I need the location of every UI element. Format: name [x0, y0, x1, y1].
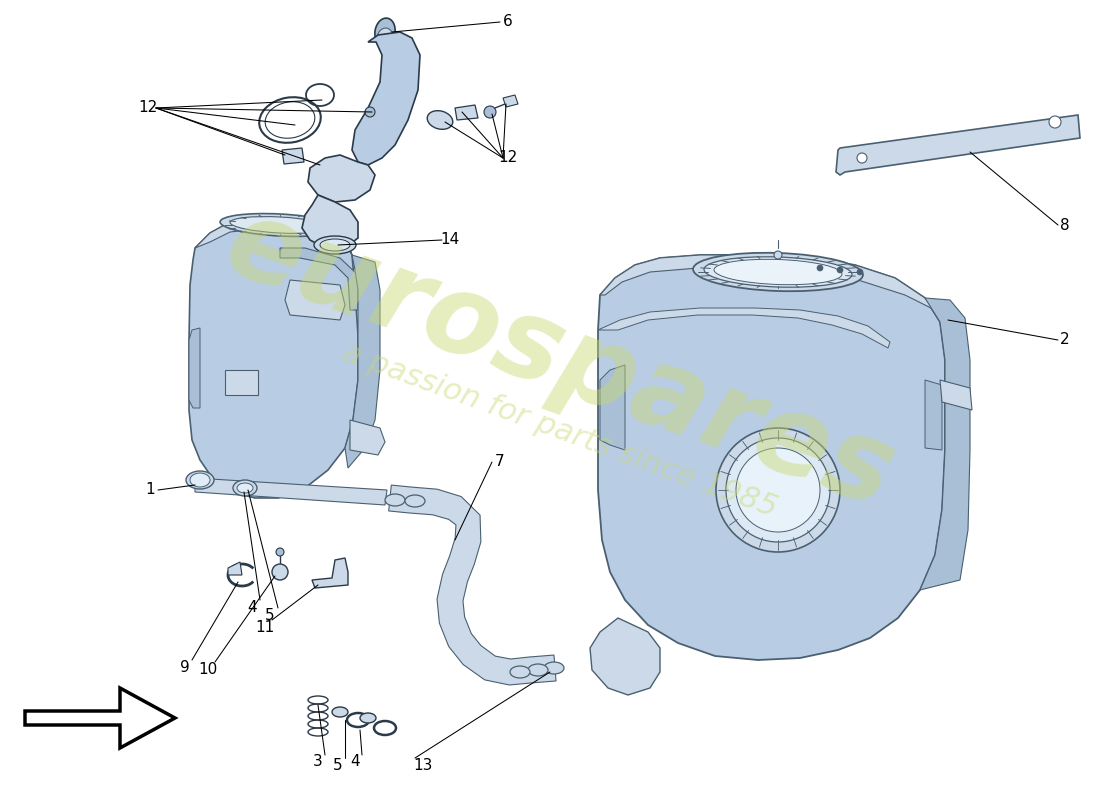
- Ellipse shape: [704, 257, 852, 287]
- Polygon shape: [503, 95, 518, 107]
- Polygon shape: [836, 115, 1080, 175]
- Ellipse shape: [714, 259, 842, 285]
- Circle shape: [857, 269, 864, 275]
- Polygon shape: [285, 280, 345, 320]
- Polygon shape: [940, 380, 972, 410]
- Polygon shape: [228, 562, 242, 575]
- Polygon shape: [600, 365, 625, 450]
- Ellipse shape: [375, 18, 395, 46]
- Polygon shape: [920, 298, 970, 590]
- Ellipse shape: [314, 236, 356, 254]
- Circle shape: [837, 267, 843, 273]
- Ellipse shape: [320, 239, 350, 251]
- Polygon shape: [25, 688, 175, 748]
- Text: a passion for parts since 1985: a passion for parts since 1985: [339, 338, 782, 522]
- Polygon shape: [925, 380, 942, 450]
- Polygon shape: [598, 255, 945, 660]
- Text: 6: 6: [503, 14, 513, 30]
- Text: 4: 4: [248, 601, 256, 615]
- Circle shape: [484, 106, 496, 118]
- Polygon shape: [189, 216, 358, 498]
- Ellipse shape: [528, 664, 548, 676]
- Ellipse shape: [230, 217, 330, 234]
- Ellipse shape: [544, 662, 564, 674]
- Polygon shape: [308, 155, 375, 202]
- Text: 5: 5: [333, 758, 343, 773]
- Ellipse shape: [186, 471, 214, 489]
- Text: 11: 11: [255, 621, 275, 635]
- Text: 12: 12: [139, 101, 157, 115]
- Polygon shape: [280, 248, 358, 310]
- Text: 10: 10: [198, 662, 218, 678]
- Circle shape: [272, 564, 288, 580]
- Polygon shape: [195, 478, 387, 505]
- Circle shape: [1049, 116, 1061, 128]
- Text: 3: 3: [314, 754, 323, 770]
- Polygon shape: [345, 255, 379, 468]
- Polygon shape: [455, 105, 478, 120]
- Polygon shape: [388, 485, 556, 685]
- Text: 1: 1: [145, 482, 155, 498]
- Text: 14: 14: [440, 233, 460, 247]
- Polygon shape: [226, 370, 258, 395]
- Text: 9: 9: [180, 661, 190, 675]
- Text: 8: 8: [1060, 218, 1070, 233]
- Polygon shape: [189, 328, 200, 408]
- Text: 13: 13: [414, 758, 432, 773]
- Ellipse shape: [233, 480, 257, 496]
- Polygon shape: [312, 558, 348, 588]
- Text: 12: 12: [498, 150, 518, 166]
- Polygon shape: [350, 420, 385, 455]
- Polygon shape: [282, 148, 304, 164]
- Ellipse shape: [693, 253, 864, 291]
- Circle shape: [857, 153, 867, 163]
- Text: 2: 2: [1060, 333, 1070, 347]
- Polygon shape: [352, 32, 420, 165]
- Ellipse shape: [190, 473, 210, 487]
- Ellipse shape: [236, 483, 253, 493]
- Ellipse shape: [510, 666, 530, 678]
- Text: 4: 4: [350, 754, 360, 770]
- Circle shape: [736, 448, 820, 532]
- Ellipse shape: [385, 494, 405, 506]
- Text: 5: 5: [265, 609, 275, 623]
- Text: 7: 7: [495, 454, 505, 470]
- Ellipse shape: [220, 214, 340, 237]
- Polygon shape: [195, 216, 352, 255]
- Polygon shape: [302, 195, 358, 248]
- Circle shape: [774, 251, 782, 259]
- Circle shape: [716, 428, 840, 552]
- Polygon shape: [590, 618, 660, 695]
- Ellipse shape: [405, 495, 425, 507]
- Ellipse shape: [377, 28, 393, 48]
- Polygon shape: [600, 255, 935, 310]
- Ellipse shape: [360, 713, 376, 723]
- Circle shape: [817, 265, 823, 271]
- Text: eurospares: eurospares: [211, 190, 909, 530]
- Ellipse shape: [427, 110, 453, 130]
- Circle shape: [726, 438, 830, 542]
- Polygon shape: [598, 308, 890, 348]
- Ellipse shape: [332, 707, 348, 717]
- Circle shape: [276, 548, 284, 556]
- Circle shape: [365, 107, 375, 117]
